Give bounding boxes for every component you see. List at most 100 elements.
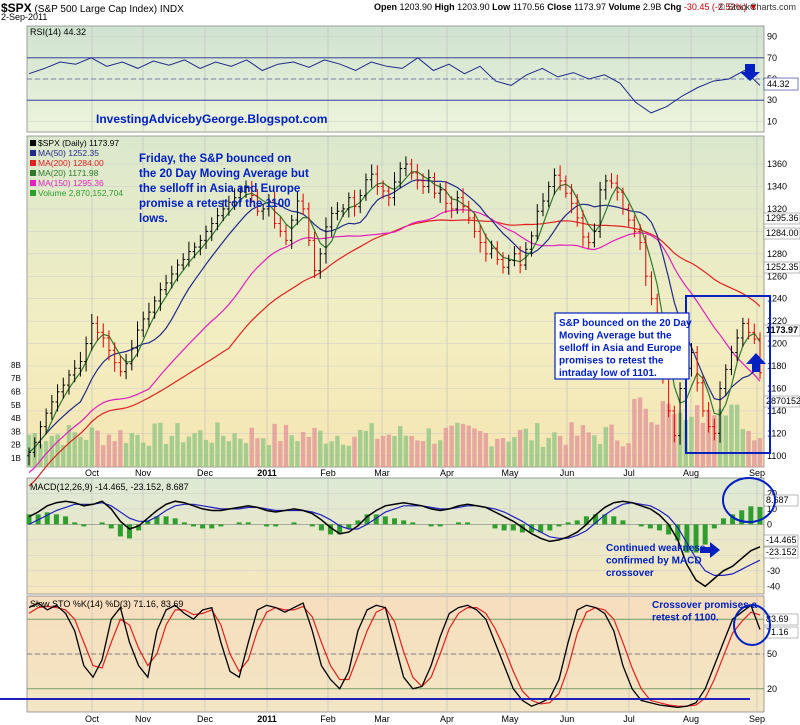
volume-bar [637, 397, 643, 467]
volume-bar [89, 427, 95, 467]
rsi-line [28, 57, 761, 114]
chg-value: -30.45 (-2.53%) [683, 2, 747, 12]
note2-line: promises to retest the [559, 356, 664, 367]
x-tick-label-price: Feb [320, 468, 336, 478]
volume-y-tick: 7B [11, 374, 21, 383]
macd-histogram-bar [337, 524, 343, 535]
volume-bar [352, 436, 357, 467]
note1-line: promise a retest of the 1100 [139, 198, 290, 210]
price-right-label: 1295.36 [766, 213, 799, 223]
legend-entry: MA(20) 1171.98 [38, 168, 99, 178]
volume-bar [734, 404, 740, 467]
volume-bar [243, 443, 249, 467]
legend-entry: MA(50) 1252.35 [38, 148, 99, 158]
macd-histogram-bar [465, 522, 471, 525]
chart-date: 2-Sep-2011 [1, 12, 48, 22]
volume-bar [432, 443, 437, 467]
price-y-tick: 1180 [767, 361, 786, 371]
volume-bar [180, 442, 186, 467]
high-value: 1203.90 [457, 2, 490, 12]
volume-bar [323, 443, 329, 467]
volume-bar [163, 443, 169, 467]
price-right-label: 1173.97 [766, 325, 798, 335]
macd-histogram-bar [556, 524, 562, 527]
volume-bar [175, 423, 180, 467]
volume-bar [529, 440, 534, 467]
volume-bar [386, 434, 391, 467]
note1-line: Friday, the S&P bounced on [139, 153, 291, 165]
macd-histogram-bar [382, 516, 388, 525]
volume-bar [506, 441, 511, 467]
legend-entry: Volume 2,870,152,704 [38, 188, 123, 198]
price-y-tick: 1160 [767, 383, 786, 393]
rsi-y-tick: 90 [767, 32, 777, 42]
volume-bar [169, 435, 174, 467]
volume-bar [477, 430, 483, 467]
volume-bar [483, 433, 489, 467]
volume-bar [500, 438, 506, 467]
x-tick-label-price: Mar [374, 468, 390, 478]
price-right-label-box [763, 324, 800, 337]
legend-entry: $SPX (Daily) 1173.97 [38, 138, 119, 148]
volume-bar [437, 440, 443, 467]
volume-bar [283, 424, 289, 467]
volume-bar [49, 435, 55, 467]
price-right-label: 2870152 [766, 396, 800, 406]
macd-right-arrow-icon [700, 542, 720, 558]
macd-histogram-bar [108, 524, 114, 529]
x-tick-label-price: Dec [197, 468, 214, 478]
legend-swatch [30, 150, 36, 156]
sto-right-label: 71.16 [766, 627, 789, 637]
x-tick-label-price: 2011 [257, 468, 277, 478]
low-label: Low [492, 2, 511, 12]
price-y-tick: 1200 [767, 339, 787, 349]
rsi-title: RSI(14) 44.32 [30, 27, 86, 37]
volume-y-tick: 1B [11, 454, 21, 463]
index-name: (S&P 500 Large Cap Index) [34, 4, 158, 15]
volume-bar [575, 435, 580, 467]
rsi-y-tick: 10 [767, 116, 777, 126]
x-tick-label-price: May [501, 468, 519, 478]
macd-histogram-bar [401, 520, 407, 525]
macd-histogram-bar [163, 516, 169, 525]
macd-histogram-bar [209, 524, 215, 529]
volume-bar [415, 440, 420, 467]
volume-y-tick: 3B [11, 427, 21, 436]
volume-bar [260, 438, 266, 467]
volume-y-tick: 2B [11, 441, 21, 450]
legend-swatch [30, 170, 36, 176]
macd-histogram-bar [702, 524, 708, 545]
volume-bar [329, 441, 334, 467]
macd-histogram-bar [291, 522, 297, 525]
x-tick-label-sto: Nov [135, 714, 152, 724]
price-up-arrow-icon [746, 353, 766, 372]
volume-bar [557, 435, 563, 467]
macd-right-label: -14.465 [766, 535, 797, 545]
macd-histogram-bar [309, 524, 315, 527]
x-tick-label-sto: Aug [683, 714, 699, 724]
x-tick-label-price: Jun [560, 468, 575, 478]
macd-right-label-box [763, 494, 799, 507]
volume-bar [746, 431, 751, 467]
watermark: © StockCharts.com [718, 2, 796, 12]
macd-histogram-bar [81, 524, 87, 527]
macd-histogram-bar [739, 510, 745, 525]
volume-bar [729, 404, 734, 467]
macd-histogram-bar [181, 522, 187, 525]
macd-histogram-bar [264, 524, 270, 527]
price-y-tick: 1320 [767, 204, 787, 214]
x-tick-label-price: Sep [749, 468, 765, 478]
volume-y-tick: 8B [11, 361, 21, 370]
chart-header: $SPX (S&P 500 Large Cap Index) INDX 2-Se… [0, 0, 800, 22]
volume-bar [375, 438, 380, 467]
price-y-tick: 1140 [767, 406, 786, 416]
volume-bar [129, 432, 134, 467]
macd-histogram-bar [693, 524, 699, 553]
macd-histogram-bar [583, 516, 589, 525]
volume-bar [55, 434, 60, 467]
volume-value: 2.9B [642, 2, 662, 12]
volume-bar [38, 444, 43, 467]
price-y-tick: 1100 [767, 451, 786, 461]
volume-bar [666, 403, 671, 467]
